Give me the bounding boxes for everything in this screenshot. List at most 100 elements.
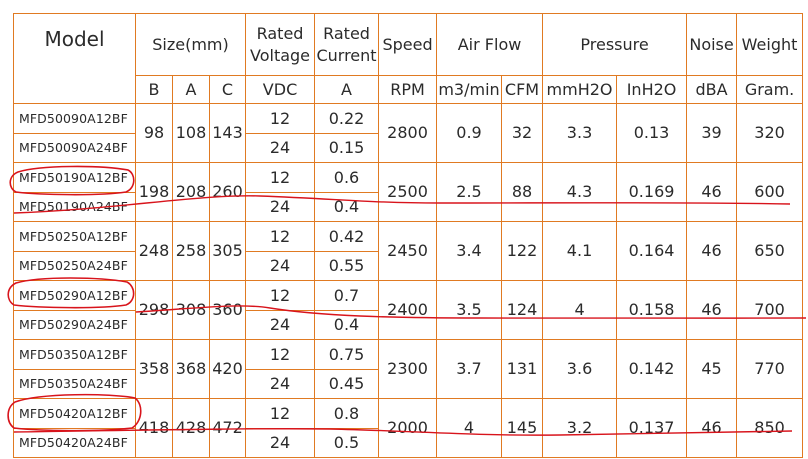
size-c: 143 <box>208 103 247 163</box>
model-number: MFD50250A12BF <box>13 221 136 252</box>
header-model: Model <box>13 13 136 104</box>
rated-current: 0.5 <box>314 428 380 458</box>
speed-rpm: 2000 <box>378 398 438 458</box>
rated-current: 0.45 <box>314 369 380 399</box>
rated-voltage: 12 <box>245 221 316 252</box>
pressure-inh2o: 0.158 <box>616 280 688 340</box>
noise-dba: 46 <box>686 221 738 281</box>
rated-voltage: 24 <box>245 310 316 340</box>
model-number: MFD50420A24BF <box>13 428 136 458</box>
rated-voltage: 24 <box>245 428 316 458</box>
weight-gram: 850 <box>736 398 804 458</box>
unit-cfm: CFM <box>501 75 544 104</box>
rated-voltage: 12 <box>245 103 316 134</box>
pressure-mmh2o: 3.3 <box>542 103 618 163</box>
size-a: 428 <box>172 398 210 458</box>
size-b: 358 <box>135 339 173 399</box>
speed-rpm: 2450 <box>378 221 438 281</box>
weight-gram: 770 <box>736 339 804 399</box>
rated-current: 0.7 <box>314 280 380 311</box>
table-row: MFD50090A12BF 98 108 143 12 0.22 2800 0.9 32 3.3 0… <box>13 103 804 163</box>
noise-dba: 39 <box>686 103 738 163</box>
size-c: 360 <box>208 280 247 340</box>
size-b: 98 <box>135 103 173 163</box>
pressure-inh2o: 0.137 <box>616 398 688 458</box>
rated-voltage: 24 <box>245 192 316 222</box>
table-row: MFD50350A12BF 358 368 420 12 0.75 2300 3.7 131 3.… <box>13 339 804 399</box>
size-a: 208 <box>172 162 210 222</box>
model-number: MFD50090A12BF <box>13 103 136 134</box>
pressure-mmh2o: 3.6 <box>542 339 618 399</box>
size-a: 308 <box>172 280 210 340</box>
unit-c: C <box>208 75 247 104</box>
model-number: MFD50420A12BF <box>13 398 136 429</box>
airflow-m3min: 0.9 <box>436 103 503 163</box>
airflow-m3min: 4 <box>436 398 503 458</box>
airflow-m3min: 3.4 <box>436 221 503 281</box>
noise-dba: 45 <box>686 339 738 399</box>
rated-voltage: 12 <box>245 280 316 311</box>
unit-dba: dBA <box>686 75 738 104</box>
table-row: MFD50420A12BF 418 428 472 12 0.8 2000 4 145 3.2 0.… <box>13 398 804 458</box>
airflow-cfm: 131 <box>501 339 544 399</box>
unit-a: A <box>172 75 210 104</box>
rated-current: 0.22 <box>314 103 380 134</box>
table-row: MFD50250A12BF 248 258 305 12 0.42 2450 3.4 122 4.… <box>13 221 804 281</box>
speed-rpm: 2800 <box>378 103 438 163</box>
airflow-m3min: 2.5 <box>436 162 503 222</box>
table-row: MFD50090A24BF 24 0.15 <box>13 133 803 163</box>
unit-vdc: VDC <box>245 75 316 104</box>
weight-gram: 700 <box>736 280 804 340</box>
header-rated-current: Rated Current <box>314 13 380 76</box>
header-row-titles: Model Size(mm) Rated Voltage Rated Curre… <box>13 13 804 104</box>
unit-mmh2o: mmH2O <box>542 75 618 104</box>
rated-current: 0.6 <box>314 162 380 193</box>
pressure-inh2o: 0.169 <box>616 162 688 222</box>
rated-current: 0.15 <box>314 133 380 163</box>
unit-b: B <box>135 75 173 104</box>
pressure-mmh2o: 3.2 <box>542 398 618 458</box>
size-c: 420 <box>208 339 247 399</box>
weight-gram: 320 <box>736 103 804 163</box>
table-row: MFD50190A12BF 198 208 260 12 0.6 2500 2.5 88 4.3 0… <box>13 162 804 222</box>
header-speed: Speed <box>378 13 438 76</box>
size-b: 418 <box>135 398 173 458</box>
rated-voltage: 12 <box>245 339 316 370</box>
rated-current: 0.4 <box>314 310 380 340</box>
model-number: MFD50250A24BF <box>13 251 136 281</box>
noise-dba: 46 <box>686 398 738 458</box>
size-c: 305 <box>208 221 247 281</box>
unit-gram: Gram. <box>736 75 804 104</box>
model-number: MFD50290A24BF <box>13 310 136 340</box>
model-number: MFD50350A24BF <box>13 369 136 399</box>
size-c: 472 <box>208 398 247 458</box>
airflow-cfm: 32 <box>501 103 544 163</box>
header-size: Size(mm) <box>134 13 247 76</box>
rated-voltage: 24 <box>245 369 316 399</box>
weight-gram: 600 <box>736 162 804 222</box>
unit-amp: A <box>314 75 380 104</box>
model-number: MFD50090A24BF <box>13 133 136 163</box>
pressure-inh2o: 0.142 <box>616 339 688 399</box>
speed-rpm: 2500 <box>378 162 438 222</box>
pressure-mmh2o: 4.1 <box>542 221 618 281</box>
size-b: 198 <box>135 162 173 222</box>
model-number: MFD50350A12BF <box>13 339 136 370</box>
pressure-inh2o: 0.13 <box>616 103 688 163</box>
size-a: 368 <box>172 339 210 399</box>
pressure-mmh2o: 4 <box>542 280 618 340</box>
header-noise: Noise <box>686 13 738 76</box>
rated-current: 0.4 <box>314 192 380 222</box>
header-rated-voltage: Rated Voltage <box>245 13 316 76</box>
airflow-cfm: 124 <box>501 280 544 340</box>
unit-rpm: RPM <box>378 75 438 104</box>
noise-dba: 46 <box>686 162 738 222</box>
size-a: 258 <box>172 221 210 281</box>
rated-current: 0.42 <box>314 221 380 252</box>
size-b: 248 <box>135 221 173 281</box>
size-c: 260 <box>208 162 247 222</box>
rated-voltage: 12 <box>245 162 316 193</box>
rated-current: 0.55 <box>314 251 380 281</box>
header-air-flow: Air Flow <box>436 13 544 76</box>
